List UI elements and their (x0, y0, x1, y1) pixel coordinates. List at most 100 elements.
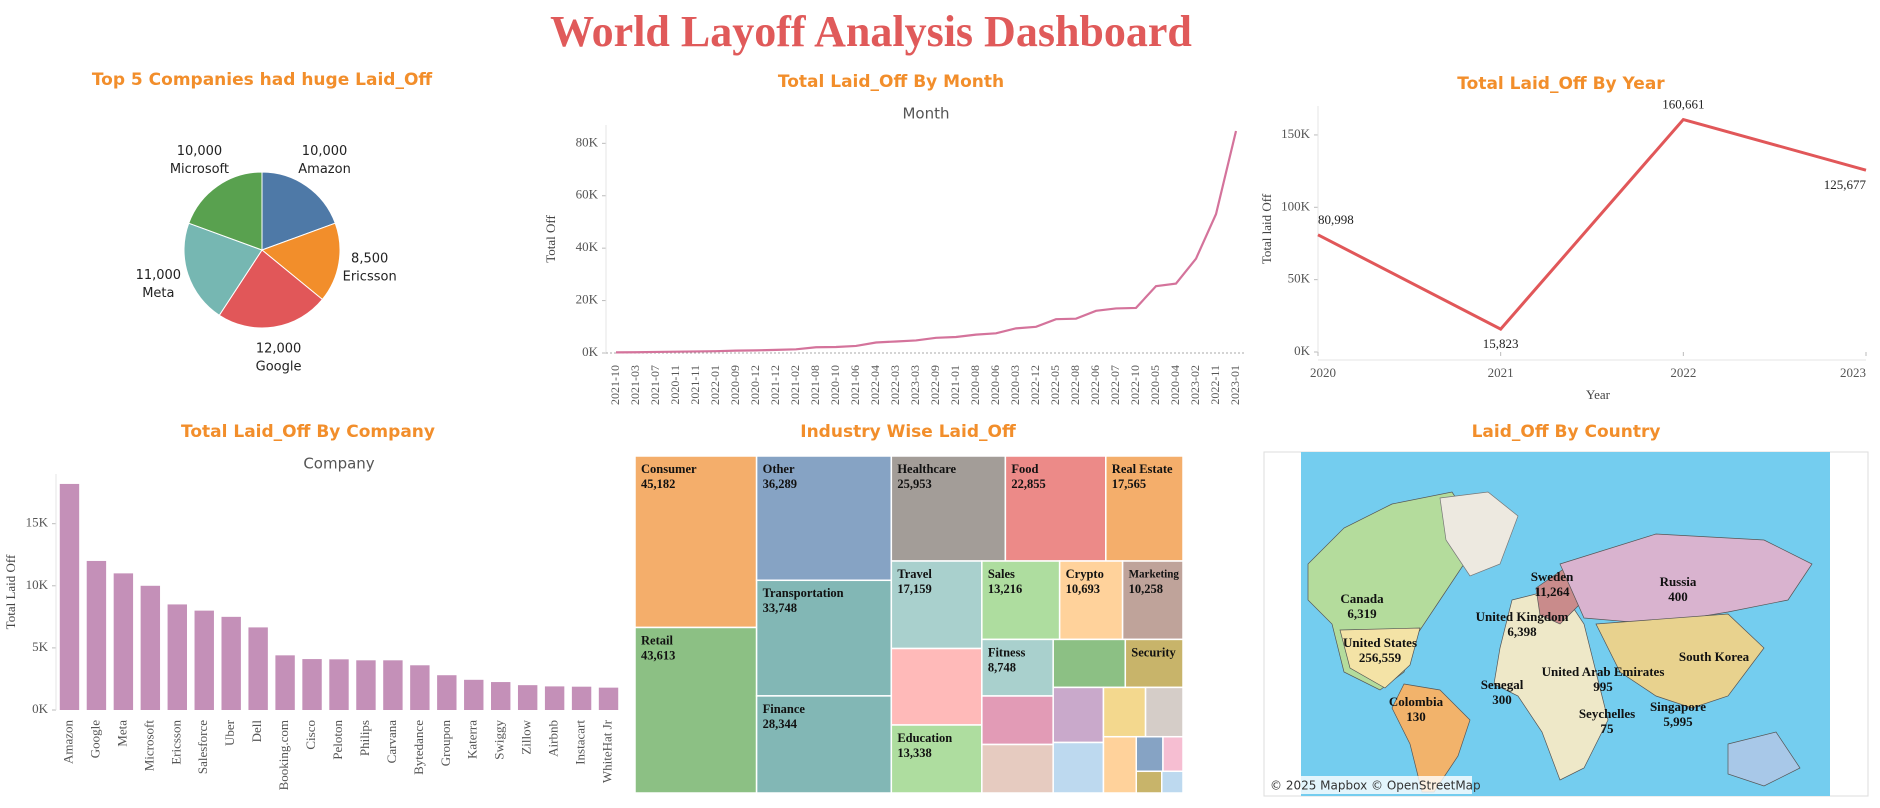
bar (491, 682, 511, 710)
treemap-cell (634, 626, 758, 794)
x-tick-label: Bytedance (411, 720, 426, 775)
treemap-label: Consumer (641, 462, 697, 476)
x-tick-label: 2020-11 (668, 365, 682, 405)
x-tick-label: 2023-01 (1228, 365, 1242, 405)
bar (194, 610, 214, 710)
attribution-bg (1301, 776, 1472, 794)
y-tick-label: 0K (582, 344, 599, 359)
country-label: United Arab Emirates (1542, 664, 1665, 679)
country-value: 75 (1601, 721, 1615, 736)
greenland (1439, 491, 1519, 577)
usa (1339, 627, 1421, 689)
country-label: Senegal (1481, 677, 1524, 692)
x-tick-label: 2022-03 (888, 365, 902, 405)
y-tick-label: 15K (26, 515, 49, 530)
treemap-value: 17,565 (1112, 477, 1146, 491)
treemap-value: 33,748 (763, 601, 797, 615)
treemap-cell (634, 455, 758, 629)
treemap-label: Other (763, 462, 795, 476)
x-tick-label: 2022-06 (1088, 365, 1102, 405)
treemap-label: Crypto (1066, 567, 1104, 581)
treemap-value: 17,159 (897, 582, 931, 596)
x-tick-label: WhiteHat Jr (600, 719, 615, 783)
treemap-label: Retail (641, 633, 673, 647)
treemap-cell (1162, 735, 1184, 773)
pie-slice (183, 222, 263, 316)
treemap-cell (890, 560, 983, 650)
bar (275, 655, 295, 710)
y-tick-label: 100K (1281, 198, 1311, 213)
russia (1559, 533, 1813, 625)
bar (544, 686, 565, 710)
bar (464, 679, 484, 710)
country-value: 6,398 (1507, 624, 1537, 639)
country-value: 400 (1668, 589, 1688, 604)
y-tick-label: 40K (576, 239, 599, 254)
map-base (1263, 451, 1869, 797)
x-tick-label: 2020-12 (748, 365, 762, 405)
x-tick-label: 2021-03 (628, 365, 642, 405)
treemap-cell (755, 455, 893, 582)
treemap-label: Travel (897, 567, 932, 581)
y-tick-label: 80K (576, 134, 599, 149)
x-tick-label: 2022-11 (1208, 365, 1222, 405)
x-tick-label: 2021 (1488, 365, 1514, 380)
treemap-value: 13,338 (897, 746, 931, 760)
chart-title: Total Laid_Off By Year (1457, 74, 1665, 94)
chart-subtitle: Month (902, 105, 949, 123)
pie-category-label: Meta (142, 286, 174, 301)
dashboard-title: World Layoff Analysis Dashboard (550, 7, 1192, 56)
bar (248, 627, 268, 710)
x-tick-label: Salesforce (195, 720, 210, 774)
pie-category-label: Amazon (298, 162, 351, 177)
australia (1727, 731, 1801, 787)
x-tick-label: 2023-02 (1188, 365, 1202, 405)
y-tick-label: 10K (26, 577, 49, 592)
country-value: 256,559 (1359, 650, 1402, 665)
bar (356, 660, 376, 710)
x-tick-label: Ericsson (168, 720, 183, 765)
pie-slice (188, 171, 263, 251)
treemap-label: Sales (988, 567, 1015, 581)
x-tick-label: 2022-04 (868, 365, 882, 405)
pie-slice (261, 171, 336, 251)
map-land (1301, 452, 1830, 796)
treemap-value: 10,258 (1129, 582, 1163, 596)
x-tick-label: Dell (249, 720, 264, 743)
treemap-cell (890, 647, 983, 726)
x-tick-label: 2021-02 (788, 365, 802, 405)
chart-title: Laid_Off By Country (1472, 422, 1661, 442)
data-label: 15,823 (1483, 336, 1519, 351)
europe-africa (1493, 587, 1609, 781)
line-series (615, 130, 1238, 354)
x-tick-label: 2020-05 (1148, 365, 1162, 405)
bar (86, 560, 107, 710)
chart-title: Total Laid_Off By Month (778, 72, 1004, 92)
bar (140, 585, 161, 710)
bar (571, 686, 592, 710)
treemap-cell (981, 695, 1054, 746)
x-tick-label: Uber (222, 719, 237, 746)
treemap-value: 8,748 (988, 660, 1016, 674)
x-tick-label: 2023-03 (908, 365, 922, 405)
country-value: 995 (1593, 679, 1613, 694)
asia (1595, 613, 1765, 709)
y-tick-label: 50K (1288, 271, 1311, 286)
x-tick-label: 2021-08 (808, 365, 822, 405)
treemap-value: 45,182 (641, 477, 675, 491)
treemap-label: Healthcare (897, 462, 956, 476)
treemap-label: Security (1131, 645, 1176, 659)
treemap-value: 36,289 (763, 477, 797, 491)
treemap-label: Marketing (1129, 569, 1180, 581)
bar (383, 660, 403, 710)
country-label: Canada (1340, 591, 1384, 606)
treemap-label: Real Estate (1112, 462, 1173, 476)
country-value: 11,264 (1534, 584, 1570, 599)
treemap-value: 13,216 (988, 582, 1022, 596)
pie-value-label: 8,500 (351, 252, 388, 267)
treemap-cell (890, 455, 1007, 562)
x-tick-label: Groupon (438, 720, 453, 767)
y-tick-label: 5K (32, 639, 49, 654)
bar (59, 483, 80, 710)
x-tick-label: 2021-07 (648, 365, 662, 405)
